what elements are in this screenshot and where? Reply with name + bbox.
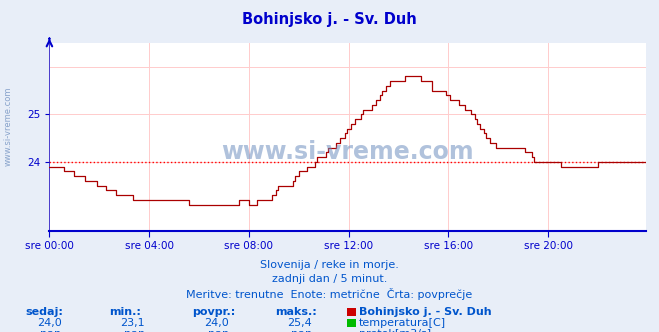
- Text: temperatura[C]: temperatura[C]: [359, 318, 446, 328]
- Text: -nan: -nan: [287, 329, 312, 332]
- Text: min.:: min.:: [109, 307, 140, 317]
- Text: www.si-vreme.com: www.si-vreme.com: [221, 140, 474, 164]
- Text: maks.:: maks.:: [275, 307, 317, 317]
- Text: 24,0: 24,0: [37, 318, 62, 328]
- Text: pretok[m3/s]: pretok[m3/s]: [359, 329, 431, 332]
- Text: -nan: -nan: [121, 329, 146, 332]
- Text: www.si-vreme.com: www.si-vreme.com: [3, 86, 13, 166]
- Text: 24,0: 24,0: [204, 318, 229, 328]
- Text: Slovenija / reke in morje.: Slovenija / reke in morje.: [260, 260, 399, 270]
- Text: zadnji dan / 5 minut.: zadnji dan / 5 minut.: [272, 274, 387, 284]
- Text: -nan: -nan: [204, 329, 229, 332]
- Text: 23,1: 23,1: [121, 318, 145, 328]
- Text: sedaj:: sedaj:: [25, 307, 63, 317]
- Text: Meritve: trenutne  Enote: metrične  Črta: povprečje: Meritve: trenutne Enote: metrične Črta: …: [186, 288, 473, 300]
- Text: povpr.:: povpr.:: [192, 307, 236, 317]
- Text: Bohinjsko j. - Sv. Duh: Bohinjsko j. - Sv. Duh: [359, 307, 492, 317]
- Text: Bohinjsko j. - Sv. Duh: Bohinjsko j. - Sv. Duh: [242, 12, 417, 27]
- Text: 25,4: 25,4: [287, 318, 312, 328]
- Text: -nan: -nan: [37, 329, 62, 332]
